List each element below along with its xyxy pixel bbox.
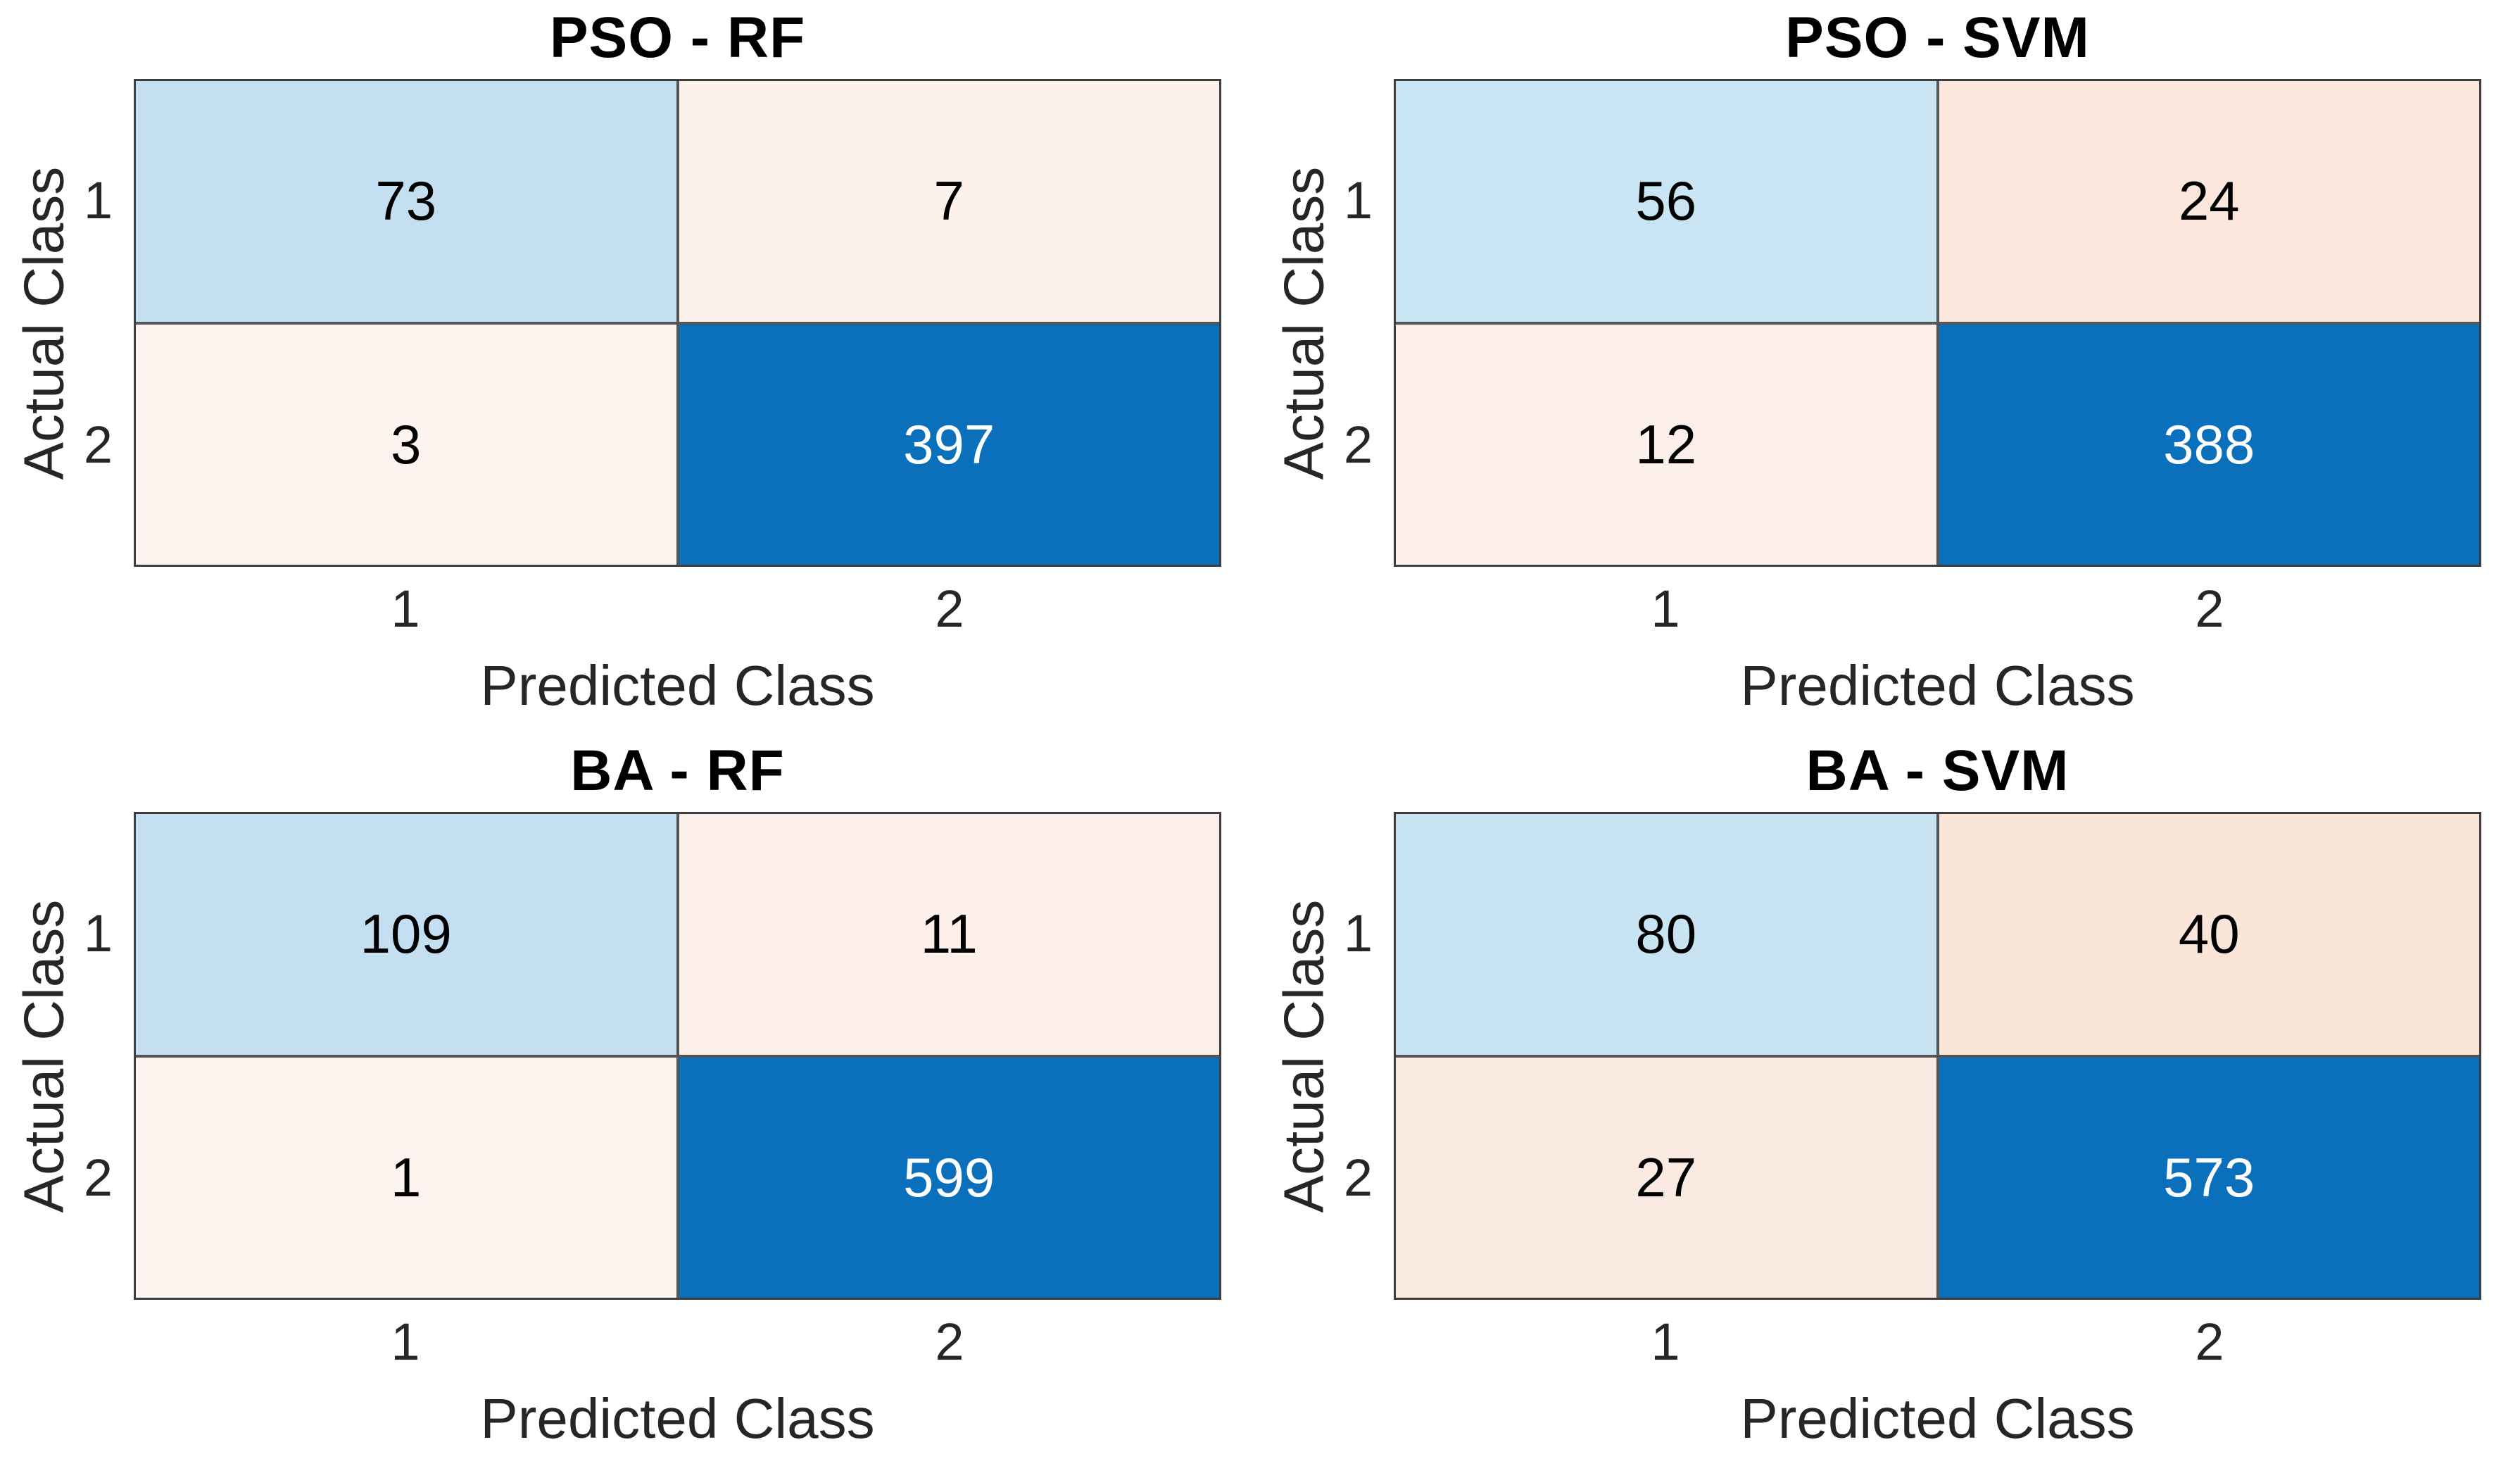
panel-pso-rf: PSO - RF Actual Class 1 2 73 7 3 397 1 2… xyxy=(0,0,1260,733)
y-tick-label: 2 xyxy=(1343,1148,1373,1207)
x-tick-label: 2 xyxy=(935,579,964,638)
matrix-cell: 73 xyxy=(136,81,676,322)
y-tick-label: 2 xyxy=(83,415,113,474)
matrix-cell: 1 xyxy=(136,1057,676,1298)
y-axis-label: Actual Class xyxy=(12,899,75,1213)
chart-title: PSO - SVM xyxy=(1785,6,2090,70)
y-tick-label: 1 xyxy=(83,171,113,230)
matrix-cell: 27 xyxy=(1396,1057,1936,1298)
chart-title: BA - RF xyxy=(570,739,785,803)
matrix-cell: 7 xyxy=(679,81,1219,322)
matrix-cell: 12 xyxy=(1396,324,1936,565)
y-axis-label: Actual Class xyxy=(1272,899,1335,1213)
matrix-cell: 80 xyxy=(1396,814,1936,1055)
y-tick-label: 2 xyxy=(83,1148,113,1207)
x-axis-label: Predicted Class xyxy=(1740,1387,2135,1450)
x-tick-label: 2 xyxy=(935,1312,964,1371)
chart-title: BA - SVM xyxy=(1806,739,2069,803)
x-axis-label: Predicted Class xyxy=(480,654,875,717)
matrix-cell: 40 xyxy=(1939,814,2479,1055)
matrix-cell: 573 xyxy=(1939,1057,2479,1298)
y-tick-label: 1 xyxy=(1343,904,1373,963)
matrix-cell: 109 xyxy=(136,814,676,1055)
matrix-plot-area: 73 7 3 397 xyxy=(134,79,1221,567)
matrix-plot-area: 109 11 1 599 xyxy=(134,812,1221,1300)
x-tick-label: 2 xyxy=(2195,579,2224,638)
matrix-plot-area: 56 24 12 388 xyxy=(1394,79,2481,567)
matrix-cell: 397 xyxy=(679,324,1219,565)
x-axis-label: Predicted Class xyxy=(480,1387,875,1450)
x-tick-label: 1 xyxy=(1651,1312,1680,1371)
matrix-plot-area: 80 40 27 573 xyxy=(1394,812,2481,1300)
matrix-cell: 599 xyxy=(679,1057,1219,1298)
matrix-cell: 56 xyxy=(1396,81,1936,322)
y-tick-label: 2 xyxy=(1343,415,1373,474)
matrix-cell: 388 xyxy=(1939,324,2479,565)
x-tick-label: 2 xyxy=(2195,1312,2224,1371)
x-axis-label: Predicted Class xyxy=(1740,654,2135,717)
matrix-cell: 24 xyxy=(1939,81,2479,322)
x-tick-label: 1 xyxy=(391,1312,420,1371)
y-tick-label: 1 xyxy=(83,904,113,963)
y-axis-label: Actual Class xyxy=(12,166,75,480)
y-axis-label: Actual Class xyxy=(1272,166,1335,480)
chart-title: PSO - RF xyxy=(549,6,806,70)
x-tick-label: 1 xyxy=(1651,579,1680,638)
panel-pso-svm: PSO - SVM Actual Class 1 2 56 24 12 388 … xyxy=(1260,0,2520,733)
matrix-cell: 3 xyxy=(136,324,676,565)
panel-ba-rf: BA - RF Actual Class 1 2 109 11 1 599 1 … xyxy=(0,733,1260,1466)
matrix-cell: 11 xyxy=(679,814,1219,1055)
y-tick-label: 1 xyxy=(1343,171,1373,230)
panel-ba-svm: BA - SVM Actual Class 1 2 80 40 27 573 1… xyxy=(1260,733,2520,1466)
x-tick-label: 1 xyxy=(391,579,420,638)
